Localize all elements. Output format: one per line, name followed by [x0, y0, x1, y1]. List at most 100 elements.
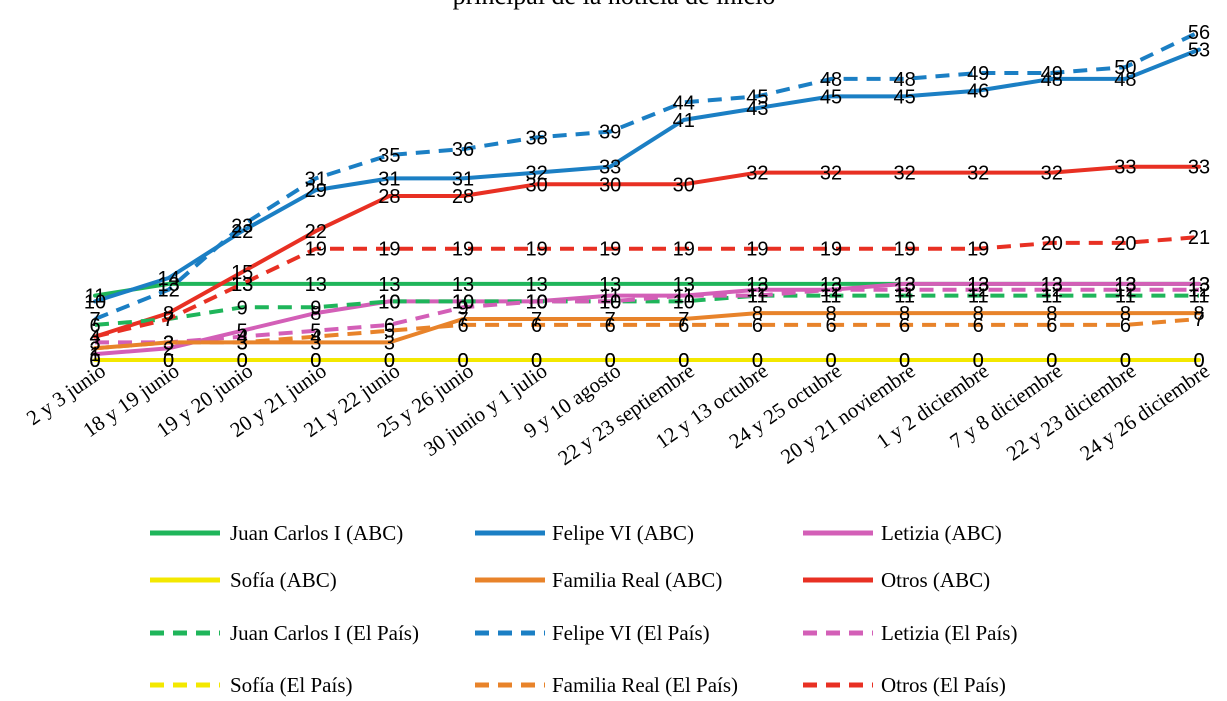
data-label: 6 — [1046, 315, 1057, 337]
data-label: 48 — [1114, 69, 1136, 91]
data-label: 0 — [89, 350, 100, 372]
series-line-letizia-abc — [93, 281, 1201, 357]
data-label: 3 — [163, 332, 174, 354]
data-label: 5 — [310, 321, 321, 343]
legend-label: Sofía (ABC) — [230, 568, 337, 592]
data-label: 12 — [820, 280, 842, 302]
data-label: 31 — [452, 168, 474, 190]
data-label: 11 — [747, 286, 768, 308]
legend-label: Otros (ABC) — [881, 568, 990, 592]
data-label: 49 — [967, 63, 989, 85]
legend-item-sofia-el-pais: Sofía (El País) — [150, 673, 352, 697]
data-label: 45 — [746, 86, 768, 108]
data-label: 11 — [894, 286, 915, 308]
data-label: 11 — [1189, 286, 1210, 308]
data-label: 0 — [605, 350, 616, 372]
data-label: 38 — [525, 127, 547, 149]
legend-label: Letizia (ABC) — [881, 521, 1002, 545]
data-label: 12 — [1114, 280, 1136, 302]
data-label: 45 — [820, 86, 842, 108]
data-label: 0 — [825, 350, 836, 372]
series-line-familia-real-abc — [93, 311, 1201, 351]
data-label: 0 — [384, 350, 395, 372]
data-label: 8 — [1193, 303, 1204, 325]
data-label: 19 — [893, 239, 915, 261]
legend-item-sofia-abc: Sofía (ABC) — [150, 568, 337, 592]
data-label: 0 — [310, 350, 321, 372]
data-label: 6 — [678, 315, 689, 337]
data-label: 11 — [673, 286, 694, 308]
data-label: 43 — [746, 98, 768, 120]
series-line-otros-abc — [93, 164, 1201, 339]
data-label: 22 — [305, 221, 327, 243]
data-label: 0 — [310, 350, 321, 372]
data-label: 50 — [1114, 57, 1136, 79]
data-label: 13 — [525, 274, 547, 296]
data-label: 10 — [452, 291, 474, 313]
data-label: 6 — [973, 315, 984, 337]
data-label: 0 — [678, 350, 689, 372]
data-label: 3 — [310, 332, 321, 354]
data-label: 0 — [899, 350, 910, 372]
data-label: 10 — [84, 291, 106, 313]
data-label: 12 — [157, 280, 179, 302]
data-label: 21 — [1188, 227, 1210, 249]
data-label: 0 — [163, 350, 174, 372]
data-label: 30 — [525, 174, 547, 196]
data-label: 0 — [1193, 350, 1204, 372]
x-tick-label: 30 junio y 1 julio — [419, 358, 551, 461]
data-label: 5 — [384, 321, 395, 343]
data-label: 13 — [305, 274, 327, 296]
data-label: 13 — [746, 274, 768, 296]
legend-label: Sofía (El País) — [230, 673, 352, 697]
legend-label: Letizia (El País) — [881, 621, 1017, 645]
data-label: 32 — [893, 163, 915, 185]
data-label: 3 — [89, 332, 100, 354]
legend-label: Juan Carlos I (ABC) — [230, 521, 403, 545]
legend-item-juan-carlos-i-el-pais: Juan Carlos I (El País) — [150, 621, 419, 645]
series-line-juan-carlos-i-el-pais — [94, 293, 1199, 327]
data-label: 11 — [673, 286, 694, 308]
legend: Juan Carlos I (ABC) Felipe VI (ABC) Letizi… — [150, 521, 1017, 697]
legend-item-letizia-el-pais: Letizia (El País) — [803, 621, 1017, 645]
legend-label: Felipe VI (El País) — [552, 621, 710, 645]
data-label: 29 — [305, 180, 327, 202]
data-label: 31 — [378, 168, 400, 190]
data-label: 0 — [973, 350, 984, 372]
data-label: 0 — [457, 350, 468, 372]
data-label: 0 — [752, 350, 763, 372]
data-label: 2 — [89, 338, 100, 360]
data-label: 6 — [605, 315, 616, 337]
data-label: 13 — [820, 274, 842, 296]
data-label: 13 — [1114, 274, 1136, 296]
legend-label: Juan Carlos I (El País) — [230, 621, 419, 645]
legend-item-felipe-vi-el-pais: Felipe VI (El País) — [475, 621, 710, 645]
legend-item-otros-abc: Otros (ABC) — [803, 568, 990, 592]
data-label: 6 — [825, 315, 836, 337]
data-label: 0 — [163, 350, 174, 372]
data-label: 13 — [673, 274, 695, 296]
data-label: 32 — [525, 163, 547, 185]
data-label: 13 — [893, 274, 915, 296]
data-label: 13 — [599, 274, 621, 296]
legend-item-juan-carlos-i-abc: Juan Carlos I (ABC) — [150, 521, 403, 545]
x-tick-label: 24 y 26 diciembre — [1075, 358, 1213, 465]
data-label: 32 — [967, 163, 989, 185]
data-label: 13 — [231, 274, 253, 296]
data-label: 20 — [1041, 233, 1063, 255]
data-label: 8 — [310, 303, 321, 325]
data-label: 0 — [89, 350, 100, 372]
data-label: 11 — [821, 286, 842, 308]
series-line-felipe-vi-abc — [93, 47, 1201, 304]
legend-label: Otros (El País) — [881, 673, 1006, 697]
data-label: 11 — [1115, 286, 1136, 308]
data-label: 39 — [599, 122, 621, 144]
data-label: 11 — [968, 286, 989, 308]
series-line-familia-real-el-pais — [94, 317, 1200, 351]
data-label: 3 — [163, 332, 174, 354]
data-label: 6 — [752, 315, 763, 337]
data-label: 3 — [237, 332, 248, 354]
data-label: 15 — [231, 262, 253, 284]
data-label: 48 — [893, 69, 915, 91]
data-label: 6 — [899, 315, 910, 337]
